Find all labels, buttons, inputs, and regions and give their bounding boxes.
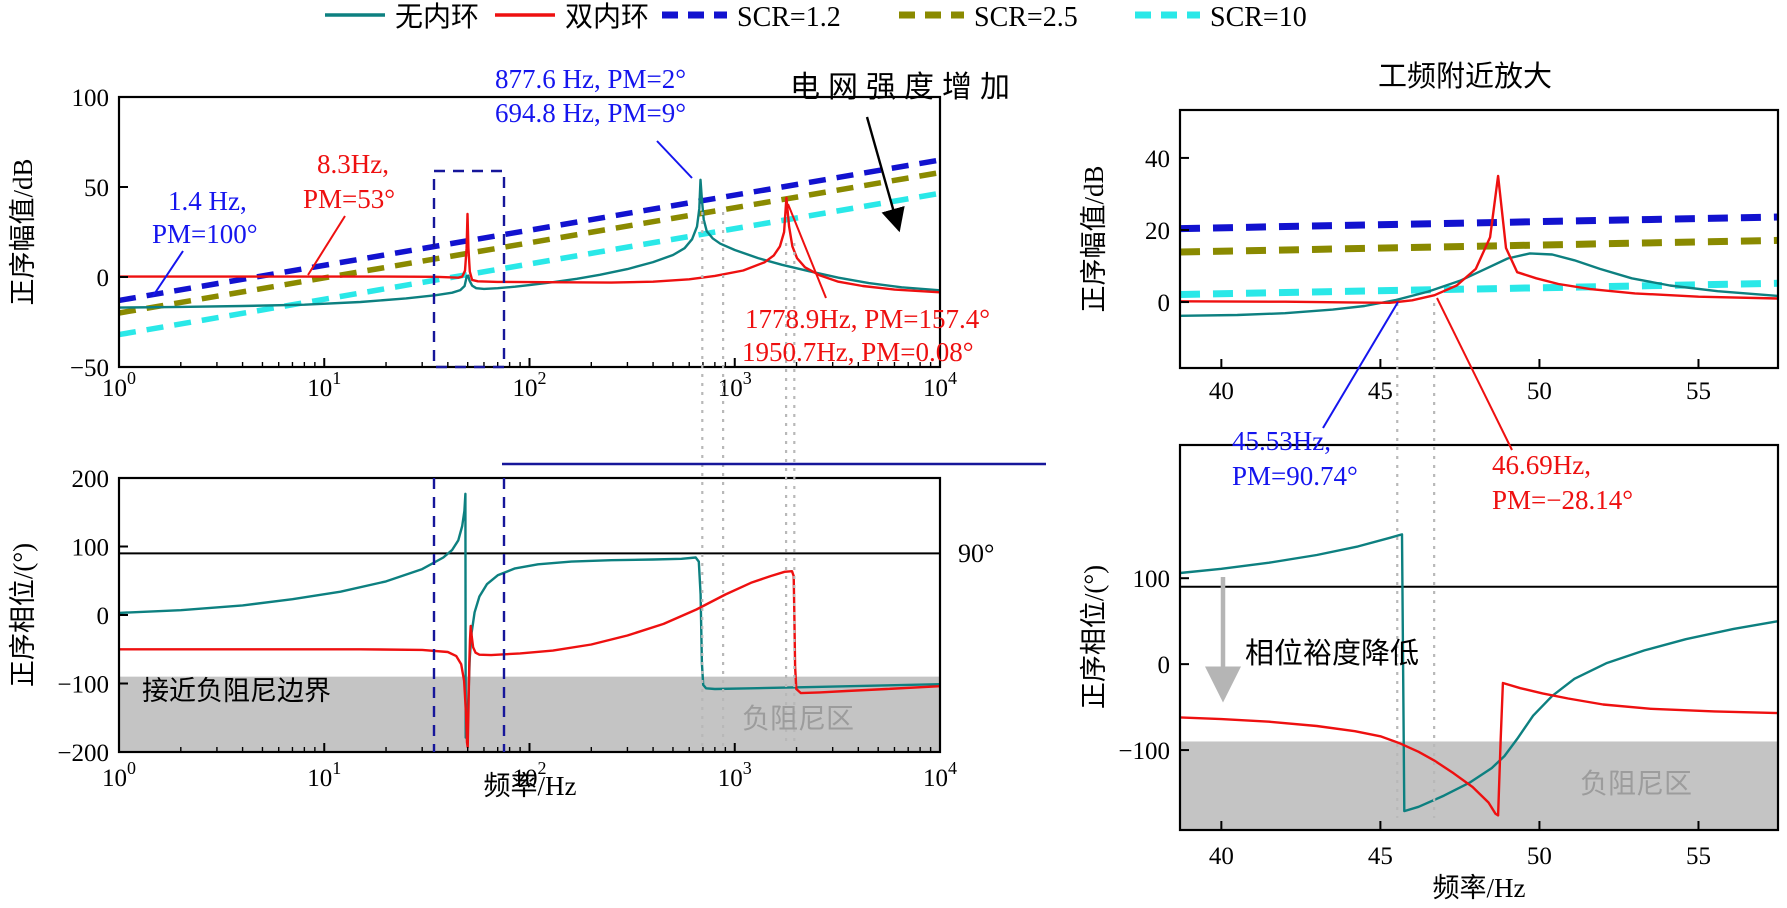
right-mag-y-axis-label: 正序幅值/dB: [1079, 165, 1109, 312]
annotation-pm-1-4hz-line1: 1.4 Hz,: [168, 186, 247, 216]
right-phase-plot: 40 45 50 55 100 0 −100: [1118, 443, 1780, 870]
left-magnitude-plot: 100 101 102 103 104 100 50 0 −50: [70, 85, 957, 402]
legend-label-scr-1-2: SCR=1.2: [737, 2, 841, 33]
legend-label-scr-10: SCR=10: [1210, 2, 1307, 33]
annotation-pm-45-53hz-line2: PM=90.74°: [1232, 461, 1358, 491]
y-tick-label: 40: [1145, 146, 1170, 173]
right-magnitude-plot: 40 45 50 55 40 20 0: [1145, 108, 1780, 405]
x-tick-label: 104: [923, 758, 957, 792]
ninety-degree-label: 90°: [958, 539, 994, 568]
negative-damping-region: [119, 676, 940, 752]
y-tick-label: 100: [1133, 566, 1171, 593]
pointer-pm-1778hz: [787, 203, 827, 299]
annotation-pm-46-69hz-line2: PM=−28.14°: [1492, 485, 1633, 515]
x-tick-label: 102: [513, 368, 547, 402]
annotation-near-boundary: 接近负阻尼边界: [142, 676, 331, 706]
annotation-pm-8-3hz-line1: 8.3Hz,: [317, 149, 389, 179]
frequency-guide-lines: [701, 212, 1436, 818]
curve-scr-1-2: [1179, 213, 1779, 233]
curve-no-inner-loop: [1179, 252, 1779, 317]
left-x-axis-label: 频率/Hz: [484, 771, 577, 801]
annotation-pm-877hz-line1: 877.6 Hz, PM=2°: [495, 64, 686, 94]
y-tick-label: −200: [57, 740, 109, 767]
annotation-pm-8-3hz-line2: PM=53°: [303, 184, 395, 214]
plot-frame: [1178, 443, 1780, 832]
right-phase-y-axis-label: 正序相位/(°): [1079, 565, 1109, 709]
x-tick-label: 50: [1527, 378, 1552, 405]
x-tick-label: 103: [718, 368, 752, 402]
y-tick-label: −50: [70, 355, 109, 382]
pointer-pm-8-3hz: [307, 215, 346, 276]
right-panel-title: 工频附近放大: [1378, 60, 1552, 93]
curve-scr-10: [1179, 279, 1779, 298]
curve-no-inner-loop: [118, 178, 941, 309]
curve-no-inner-loop: [1179, 533, 1779, 813]
y-tick-label: 100: [72, 85, 110, 112]
x-tick-label: 101: [307, 758, 341, 792]
annotation-pm-1778hz-line1: 1778.9Hz, PM=157.4°: [745, 304, 990, 334]
x-tick-label: 100: [102, 758, 136, 792]
neg-damping-label-left: 负阻尼区: [742, 703, 854, 735]
x-tick-label: 40: [1209, 843, 1234, 870]
curve-dual-inner-loop: [1179, 174, 1779, 304]
y-tick-label: 100: [72, 535, 110, 562]
y-tick-label: −100: [1118, 738, 1170, 765]
legend-label-dual-inner-loop: 双内环: [565, 1, 649, 33]
legend-label-no-inner-loop: 无内环: [395, 1, 479, 33]
x-tick-label: 55: [1686, 843, 1711, 870]
x-tick-label: 40: [1209, 378, 1234, 405]
x-tick-label: 55: [1686, 378, 1711, 405]
grid-strength-arrow: [865, 116, 905, 233]
negative-damping-region: [1180, 741, 1778, 830]
y-tick-label: 0: [97, 265, 110, 292]
y-tick-label: 0: [1158, 290, 1171, 317]
y-tick-label: 0: [97, 603, 110, 630]
legend-label-scr-2-5: SCR=2.5: [974, 2, 1078, 33]
annotation-grid-strength: 电网强度增加: [790, 71, 1018, 104]
zoom-region-box: [432, 169, 1046, 752]
left-phase-plot: 100 101 102 103 104 200 100 0 −100 −200: [57, 466, 957, 792]
curve-dual-inner-loop: [119, 196, 941, 294]
annotation-pm-45-53hz-line1: 45.53Hz,: [1232, 426, 1331, 456]
y-tick-label: 0: [1158, 652, 1171, 679]
annotation-pm-877hz-line2: 694.8 Hz, PM=9°: [495, 98, 686, 128]
y-tick-label: 50: [84, 175, 109, 202]
pointer-pm-45-53hz: [1322, 301, 1399, 429]
annotation-pm-1778hz-line2: 1950.7Hz, PM=0.08°: [742, 337, 974, 367]
pointer-pm-1-4hz: [152, 250, 184, 297]
pointer-pm-877hz: [656, 140, 693, 179]
x-tick-label: 45: [1368, 378, 1393, 405]
neg-damping-label-right: 负阻尼区: [1580, 768, 1692, 800]
x-tick-label: 100: [102, 368, 136, 402]
plot-frame: [1178, 108, 1780, 370]
y-tick-label: 20: [1145, 218, 1170, 245]
x-tick-label: 104: [923, 368, 957, 402]
left-mag-y-axis-label: 正序幅值/dB: [8, 158, 38, 305]
x-tick-label: 45: [1368, 843, 1393, 870]
x-tick-label: 101: [307, 368, 341, 402]
annotations: 1.4 Hz, PM=100° 8.3Hz, PM=53° 877.6 Hz, …: [142, 64, 1692, 800]
curve-dual-inner-loop: [1179, 681, 1779, 817]
x-tick-label: 103: [718, 758, 752, 792]
y-tick-label: 200: [72, 466, 110, 493]
y-tick-label: −100: [57, 672, 109, 699]
left-phase-y-axis-label: 正序相位/(°): [8, 543, 38, 687]
curve-scr-2-5: [1179, 236, 1779, 256]
x-tick-label: 50: [1527, 843, 1552, 870]
legend: 无内环 双内环 SCR=1.2 SCR=2.5 SCR=10: [325, 1, 1307, 33]
annotation-pm-46-69hz-line1: 46.69Hz,: [1492, 450, 1591, 480]
pointer-pm-46-69hz: [1436, 297, 1513, 451]
annotation-phase-margin-drop: 相位裕度降低: [1245, 637, 1419, 670]
x-tick-label: 102: [513, 758, 547, 792]
annotation-pm-1-4hz-line2: PM=100°: [152, 219, 258, 249]
right-x-axis-label: 频率/Hz: [1433, 873, 1526, 903]
